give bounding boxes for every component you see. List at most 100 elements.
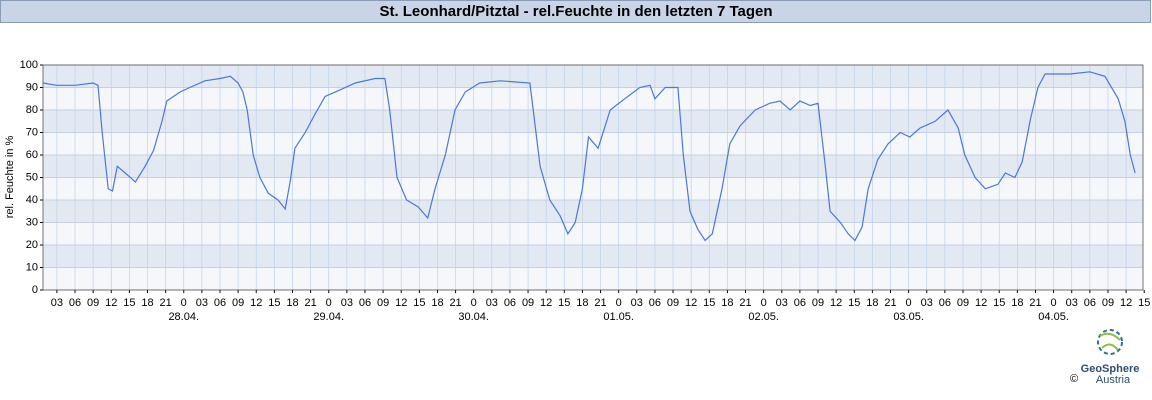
band — [43, 222, 1143, 245]
x-tick-label: 06 — [939, 297, 951, 309]
logo-icon — [1099, 332, 1121, 351]
y-tick-label: 10 — [26, 261, 38, 273]
band — [43, 155, 1143, 178]
x-tick-label: 09 — [667, 297, 679, 309]
chart-title: St. Leonhard/Pitztal - rel.Feuchte in de… — [379, 3, 772, 20]
x-tick-label: 12 — [830, 297, 842, 309]
x-tick-label: 03 — [1066, 297, 1078, 309]
x-tick-label: 03 — [921, 297, 933, 309]
x-tick-label: 12 — [395, 297, 407, 309]
x-tick-label: 03 — [486, 297, 498, 309]
x-tick-label: 15 — [1138, 297, 1150, 309]
y-tick-label: 20 — [26, 239, 38, 251]
x-tick-label: 03 — [51, 297, 63, 309]
x-tick-label: 12 — [975, 297, 987, 309]
x-tick-label: 12 — [250, 297, 262, 309]
band — [43, 267, 1143, 290]
band — [43, 65, 1143, 88]
plot-background — [43, 65, 1143, 290]
x-date-label: 03.05. — [893, 311, 924, 323]
x-tick-label: 15 — [268, 297, 280, 309]
plot-frame — [42, 64, 1144, 291]
x-tick-label: 09 — [87, 297, 99, 309]
x-tick-label: 06 — [214, 297, 226, 309]
x-tick-label: 09 — [377, 297, 389, 309]
x-tick-label: 03 — [776, 297, 788, 309]
x-tick-label: 12 — [105, 297, 117, 309]
y-tick-label: 30 — [26, 216, 38, 228]
logo-name: GeoSphere — [1081, 363, 1140, 375]
x-date-label: 02.05. — [748, 311, 779, 323]
x-tick-label: 06 — [359, 297, 371, 309]
x-tick-label: 18 — [1011, 297, 1023, 309]
y-tick-label: 40 — [26, 194, 38, 206]
x-tick-label: 15 — [993, 297, 1005, 309]
band — [43, 132, 1143, 155]
y-tick-label: 80 — [26, 104, 38, 116]
x-tick-label: 21 — [304, 297, 316, 309]
band — [43, 177, 1143, 200]
x-tick-label: 15 — [703, 297, 715, 309]
y-tick-label: 60 — [26, 149, 38, 161]
title-bar — [0, 0, 1151, 23]
x-tick-label: 09 — [957, 297, 969, 309]
band — [43, 110, 1143, 133]
x-tick-label: 18 — [721, 297, 733, 309]
y-tick-label: 0 — [32, 284, 38, 296]
logo-copyright: © — [1070, 373, 1078, 385]
x-tick-label: 15 — [558, 297, 570, 309]
x-tick-label: 0 — [906, 297, 912, 309]
x-tick-label: 06 — [69, 297, 81, 309]
logo: GeoSphere © Austria — [1070, 329, 1140, 386]
x-tick-label: 09 — [1102, 297, 1114, 309]
x-date-label: 29.04. — [313, 311, 344, 323]
y-tick-label: 90 — [26, 81, 38, 93]
y-axis-label: rel. Feuchte in % — [4, 136, 16, 219]
x-date-label: 30.04. — [458, 311, 489, 323]
x-tick-label: 12 — [540, 297, 552, 309]
x-tick-label: 18 — [286, 297, 298, 309]
x-tick-label: 09 — [232, 297, 244, 309]
x-tick-label: 12 — [1120, 297, 1132, 309]
x-tick-label: 18 — [866, 297, 878, 309]
logo-subname: Austria — [1096, 374, 1131, 386]
band — [43, 87, 1143, 110]
x-tick-label: 03 — [196, 297, 208, 309]
x-tick-label: 21 — [594, 297, 606, 309]
logo-icon — [1097, 329, 1123, 355]
x-tick-label: 12 — [685, 297, 697, 309]
x-tick-label: 21 — [884, 297, 896, 309]
x-date-label: 28.04. — [168, 311, 199, 323]
x-tick-label: 09 — [812, 297, 824, 309]
x-tick-label: 06 — [794, 297, 806, 309]
x-tick-label: 18 — [141, 297, 153, 309]
x-tick-label: 09 — [522, 297, 534, 309]
x-tick-label: 06 — [649, 297, 661, 309]
band — [43, 200, 1143, 223]
x-tick-label: 21 — [1029, 297, 1041, 309]
y-tick-label: 70 — [26, 126, 38, 138]
x-tick-label: 15 — [413, 297, 425, 309]
x-tick-label: 0 — [471, 297, 477, 309]
x-tick-label: 21 — [449, 297, 461, 309]
x-tick-label: 03 — [631, 297, 643, 309]
x-tick-label: 21 — [159, 297, 171, 309]
x-date-label: 04.05. — [1038, 311, 1069, 323]
x-tick-label: 03 — [341, 297, 353, 309]
y-tick-label: 50 — [26, 171, 38, 183]
x-tick-label: 15 — [123, 297, 135, 309]
x-tick-label: 18 — [576, 297, 588, 309]
x-tick-label: 18 — [431, 297, 443, 309]
x-tick-label: 0 — [616, 297, 622, 309]
x-tick-label: 0 — [326, 297, 332, 309]
y-tick-label: 100 — [20, 59, 38, 71]
x-tick-label: 06 — [1084, 297, 1096, 309]
band — [43, 245, 1143, 268]
x-tick-label: 0 — [761, 297, 767, 309]
x-tick-label: 06 — [504, 297, 516, 309]
x-tick-label: 0 — [1051, 297, 1057, 309]
data-line — [42, 71, 1136, 242]
x-tick-label: 21 — [739, 297, 751, 309]
x-tick-label: 15 — [848, 297, 860, 309]
